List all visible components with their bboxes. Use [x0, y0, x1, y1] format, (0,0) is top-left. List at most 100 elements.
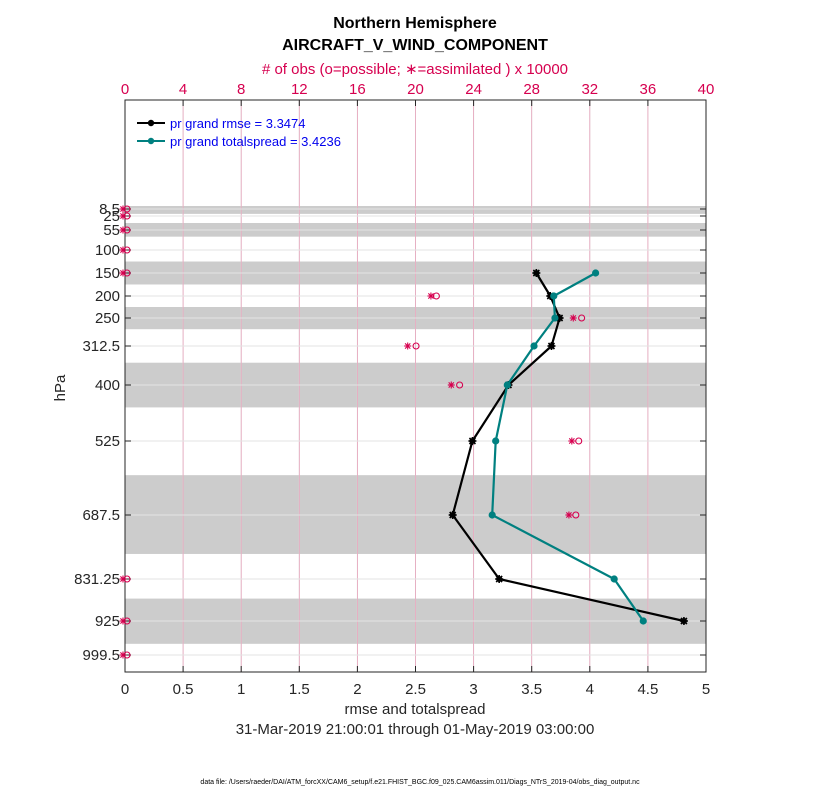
y-tick-label: 925 — [95, 613, 120, 630]
footer-data-file: data file: /Users/raeder/DAI/ATM_forcXX/… — [200, 779, 640, 786]
series-point-totalspread — [551, 314, 559, 322]
x-tick-label: 4 — [586, 681, 594, 698]
series-point-rmse — [679, 617, 688, 625]
y-tick-label: 100 — [95, 242, 120, 259]
y-tick-label: 400 — [95, 377, 120, 394]
series-point-totalspread — [550, 292, 558, 300]
obs-assimilated-marker — [427, 292, 435, 300]
obs-star-stroke — [565, 512, 572, 518]
series-point-totalspread — [503, 381, 511, 389]
x-tick-label: 1.5 — [289, 681, 310, 698]
obs-star-stroke — [120, 213, 126, 219]
top-tick-label: 16 — [349, 81, 366, 98]
series-point-rmse — [532, 269, 541, 277]
x-tick-label: 3 — [469, 681, 477, 698]
top-tick-label: 0 — [121, 81, 129, 98]
obs-count-markers — [119, 205, 586, 659]
obs-possible-marker — [578, 314, 586, 322]
obs-assimilated-marker — [119, 246, 127, 254]
obs-possible-marker — [575, 437, 583, 445]
x-tick-label: 0.5 — [173, 681, 194, 698]
series-point-stroke — [532, 269, 540, 277]
series-point-totalspread — [592, 269, 600, 277]
obs-star-stroke — [120, 206, 126, 212]
date-range: 31-Mar-2019 21:00:01 through 01-May-2019… — [236, 721, 595, 738]
top-tick-label: 24 — [465, 81, 482, 98]
x-tick-label: 0 — [121, 681, 129, 698]
y-tick-label: 55 — [103, 222, 120, 239]
obs-assimilated-marker — [119, 205, 127, 213]
series-point-totalspread — [530, 342, 538, 350]
series-point-stroke — [449, 511, 457, 519]
x-tick-label: 2 — [353, 681, 361, 698]
series-point-rmse — [448, 511, 457, 519]
y-tick-label: 687.5 — [82, 507, 120, 524]
axis-ticks: 0 0.5 1 1.5 2 2.5 3 3.5 4 4.5 5 0 4 8 12 16 20 24 28 32 36 40… — [74, 81, 714, 698]
series-point-rmse — [547, 342, 556, 350]
x-tick-label: 5 — [702, 681, 710, 698]
series-point-totalspread — [488, 511, 496, 519]
legend: pr grand rmse = 3.3474 pr grand totalspr… — [137, 116, 341, 149]
obs-possible-marker — [456, 381, 464, 389]
obs-star-stroke — [404, 343, 411, 349]
obs-star-stroke — [120, 270, 126, 276]
x-tick-label: 1 — [237, 681, 245, 698]
top-tick-label: 28 — [523, 81, 540, 98]
obs-star-stroke — [427, 293, 434, 299]
obs-assimilated-marker — [119, 269, 127, 277]
obs-star-stroke — [120, 652, 126, 658]
y-tick-label: 312.5 — [82, 338, 120, 355]
obs-assimilated-marker — [568, 437, 576, 445]
chart-title: Northern Hemisphere — [333, 15, 497, 32]
obs-possible-marker — [412, 342, 420, 350]
y-tick-label: 200 — [95, 288, 120, 305]
data-series — [448, 269, 688, 625]
series-point-totalspread — [610, 575, 618, 583]
obs-star-stroke — [448, 382, 455, 388]
top-tick-label: 20 — [407, 81, 424, 98]
obs-star-stroke — [120, 618, 126, 624]
legend-rmse: pr grand rmse = 3.3474 — [170, 116, 306, 131]
top-tick-label: 8 — [237, 81, 245, 98]
y-tick-label: 150 — [95, 265, 120, 282]
top-tick-label: 4 — [179, 81, 187, 98]
series-point-stroke — [468, 437, 477, 445]
y-tick-label: 25 — [103, 208, 120, 225]
y-tick-label: 8.5 — [99, 201, 120, 218]
y-tick-label: 525 — [95, 433, 120, 450]
obs-assimilated-marker — [565, 511, 573, 519]
obs-assimilated-marker — [404, 342, 412, 350]
series-point-stroke — [680, 617, 688, 625]
y-tick-label: 999.5 — [82, 647, 120, 664]
series-point-totalspread — [492, 437, 500, 445]
obs-star-stroke — [570, 315, 577, 321]
series-point-totalspread — [639, 617, 647, 625]
obs-star-stroke — [120, 247, 126, 253]
series-point-stroke — [495, 575, 503, 583]
obs-assimilated-marker — [119, 651, 127, 659]
legend-totalspread: pr grand totalspread = 3.4236 — [170, 134, 341, 149]
obs-star-stroke — [568, 438, 575, 444]
top-tick-label: 36 — [640, 81, 657, 98]
x-axis-label: rmse and totalspread — [345, 701, 486, 718]
obs-assimilated-marker — [119, 617, 127, 625]
top-axis-label: # of obs (o=possible; ∗=assimilated ) x … — [262, 61, 568, 78]
x-tick-label: 4.5 — [637, 681, 658, 698]
obs-assimilated-marker — [119, 226, 127, 234]
obs-possible-marker — [572, 511, 580, 519]
top-tick-label: 32 — [581, 81, 598, 98]
chart-subtitle: AIRCRAFT_V_WIND_COMPONENT — [282, 37, 548, 54]
obs-star-stroke — [120, 576, 126, 582]
series-point-stroke — [547, 342, 556, 350]
x-tick-label: 2.5 — [405, 681, 426, 698]
obs-assimilated-marker — [447, 381, 455, 389]
y-axis-label: hPa — [52, 374, 69, 401]
obs-assimilated-marker — [569, 314, 577, 322]
y-tick-label: 250 — [95, 310, 120, 327]
series-point-rmse — [468, 437, 477, 445]
obs-star-stroke — [120, 227, 126, 233]
obs-assimilated-marker — [119, 575, 127, 583]
obs-assimilated-marker — [119, 212, 127, 220]
top-tick-label: 12 — [291, 81, 308, 98]
